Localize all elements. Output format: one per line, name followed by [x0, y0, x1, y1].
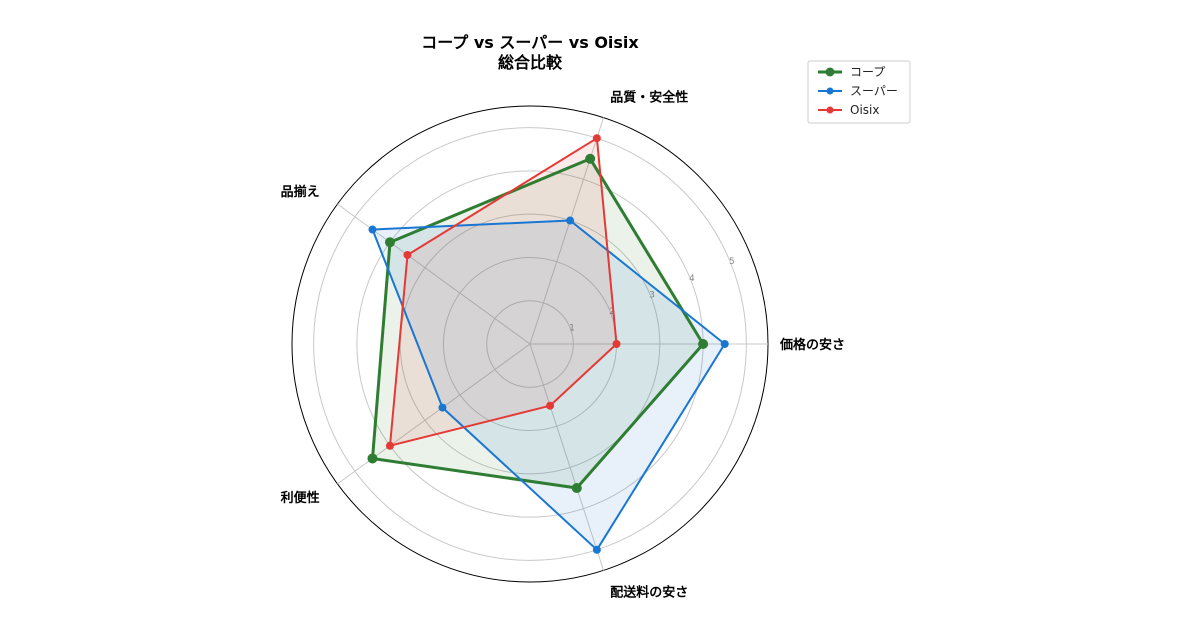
r-tick-label: 4	[689, 274, 695, 284]
category-label-5: 配送料の安さ	[610, 584, 688, 600]
legend-box	[807, 60, 911, 124]
series-line-3	[389, 137, 618, 447]
series-3-point-5	[546, 401, 555, 410]
legend-swatch-marker-3	[826, 106, 834, 114]
legend-swatch-marker-1	[825, 67, 835, 77]
chart-title: コープ vs スーパー vs Oisix	[421, 33, 639, 52]
chart-subtitle: 総合比較	[498, 53, 563, 72]
series-2-point-2	[566, 216, 575, 225]
series-line-2	[371, 219, 726, 551]
series-3-point-1	[612, 340, 621, 348]
r-tick-label: 3	[649, 290, 655, 300]
category-label-4: 利便性	[281, 490, 320, 506]
legend-label-1: コープ	[850, 65, 885, 79]
series-fills	[372, 138, 725, 550]
series-3-point-3	[403, 250, 412, 259]
category-label-1: 価格の安さ	[779, 337, 845, 353]
legend-label-2: スーパー	[850, 84, 898, 98]
r-tick-label: 1	[569, 323, 575, 333]
series-2-point-1	[720, 340, 729, 348]
series-2-point-5	[592, 545, 601, 554]
series-2-point-3	[368, 225, 377, 234]
series-fill-1	[372, 158, 704, 489]
category-label-3: 品揃え	[281, 184, 320, 200]
series-fill-3	[390, 138, 617, 446]
series-3-point-4	[385, 441, 394, 450]
series-1-point-2	[585, 153, 596, 164]
series-lines	[367, 134, 729, 554]
series-fill-2	[372, 220, 725, 550]
series-2-point-4	[438, 403, 447, 412]
series-1-point-1	[698, 339, 709, 349]
series-1-point-3	[384, 237, 395, 248]
series-1-point-4	[367, 453, 378, 464]
legend-label-3: Oisix	[850, 103, 879, 117]
series-line-1	[371, 157, 705, 490]
category-label-2: 品質・安全性	[610, 90, 688, 106]
r-tick-label: 2	[609, 307, 615, 317]
spoke-5	[529, 343, 605, 571]
r-tick-label: 5	[729, 257, 735, 267]
legend-swatch-marker-2	[826, 87, 834, 95]
series-1-point-5	[571, 483, 582, 494]
series-3-point-2	[592, 134, 601, 143]
